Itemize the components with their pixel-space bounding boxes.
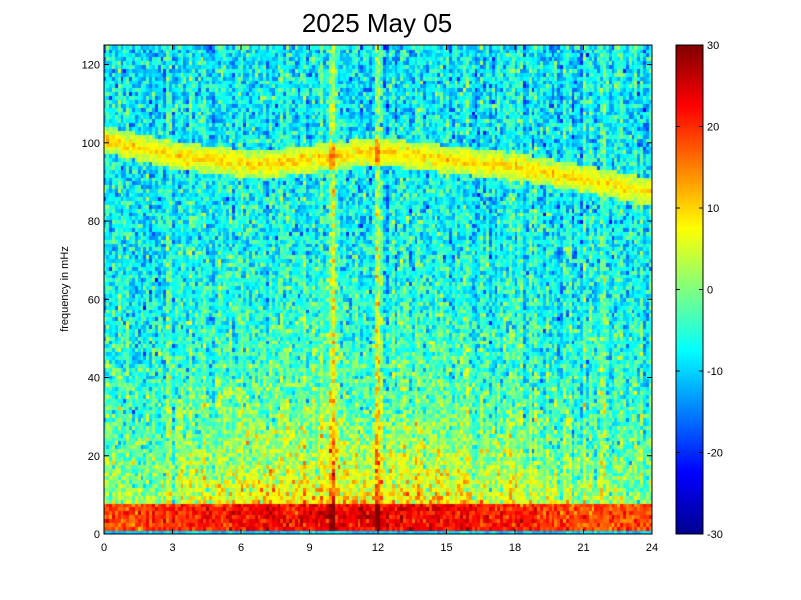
colorbar-axis: 30 20 10 0 -10 -20 -30 [676,40,723,541]
colorbar-tick-label: 0 [707,285,713,297]
y-tick-label: 100 [82,138,100,150]
x-tick-label: 21 [577,542,589,554]
colorbar-tick-label: 10 [707,203,719,215]
x-tick-label: 6 [238,542,244,554]
x-tick-label: 12 [372,542,384,554]
x-tick-label: 3 [169,542,175,554]
x-tick-label: 0 [101,542,107,554]
y-axis-label: frequency in mHz [59,246,71,332]
x-axis: 0 3 6 9 12 15 18 21 24 [101,45,658,554]
y-tick-label: 80 [88,216,100,228]
colorbar [675,44,704,535]
x-tick-label: 15 [440,542,452,554]
colorbar-tick-label: -10 [707,366,723,378]
spectrogram-heatmap [104,45,652,534]
colorbar-tick-label: 30 [707,40,719,52]
x-tick-label: 9 [306,542,312,554]
y-tick-label: 40 [88,373,100,385]
colorbar-tick-label: 20 [707,122,719,134]
colorbar-tick-label: -20 [707,448,723,460]
colorbar-tick-label: -30 [707,529,723,541]
y-tick-label: 0 [94,529,100,541]
y-tick-label: 60 [88,294,100,306]
chart-title: 2025 May 05 [302,8,452,38]
y-tick-label: 20 [88,451,100,463]
x-tick-label: 24 [646,542,658,554]
x-tick-label: 18 [509,542,521,554]
y-axis: 0 20 40 60 80 100 120 [82,60,652,541]
spectrogram-plot-area [104,45,652,534]
y-tick-label: 120 [82,60,100,72]
